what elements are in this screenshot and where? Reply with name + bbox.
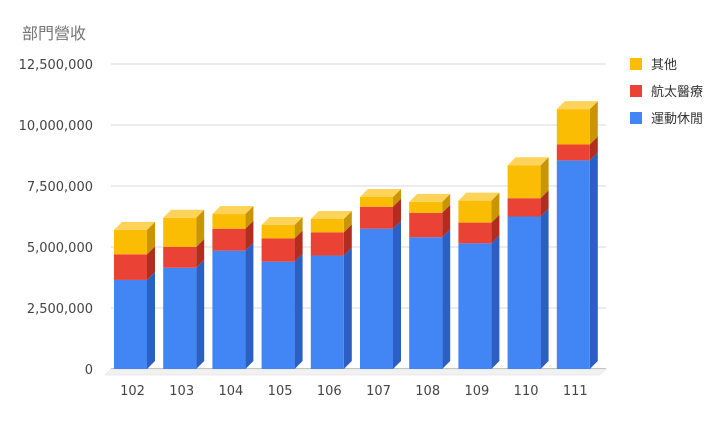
bar-102-series-2 (114, 229, 147, 255)
bar-top (261, 217, 303, 226)
bar-side (393, 198, 401, 229)
chart-title: 部門營收 (22, 24, 87, 43)
bar-107-series-2 (360, 196, 393, 207)
bar-side (393, 188, 401, 207)
bar-110-series-1 (507, 198, 541, 217)
bar-top (360, 188, 401, 197)
bar-side (343, 210, 352, 233)
x-tick-label: 104 (218, 384, 243, 399)
y-tick-label: 7,500,000 (27, 180, 93, 195)
bar-104-series-1 (212, 228, 246, 251)
legend-label: 航太醫療 (651, 84, 703, 100)
bar-top (163, 209, 205, 218)
bar-top (212, 206, 254, 215)
x-tick-label: 107 (366, 384, 391, 399)
bar-106-series-0 (310, 255, 344, 369)
bar-111-series-2 (556, 109, 590, 145)
x-tick-label: 111 (563, 384, 588, 399)
bar-109-series-0 (458, 243, 492, 369)
legend-label: 運動休閒 (651, 112, 703, 127)
legend-swatch (630, 85, 642, 97)
bar-side (393, 220, 401, 369)
bar-side (442, 204, 451, 238)
x-tick-label: 105 (268, 384, 293, 399)
x-tick-label: 103 (169, 384, 194, 399)
bar-105-series-2 (261, 225, 295, 239)
x-tick-label: 102 (120, 384, 145, 399)
bar-side (442, 193, 451, 213)
bar-111-series-1 (556, 144, 590, 161)
bar-side (491, 192, 500, 223)
y-tick-label: 0 (85, 363, 93, 378)
bar-top (310, 210, 352, 219)
bar-side (589, 136, 598, 161)
x-tick-label: 108 (415, 384, 440, 399)
bar-top (458, 192, 500, 201)
plot-floor (104, 368, 607, 376)
bar-side (540, 157, 549, 199)
bar-side (343, 247, 352, 369)
y-tick-label: 2,500,000 (27, 302, 93, 317)
bar-side (294, 217, 303, 239)
x-tick-label: 109 (464, 384, 489, 399)
bar-111-series-0 (556, 160, 590, 369)
bar-side (245, 242, 254, 369)
bar-side (294, 230, 303, 262)
bar-107-series-0 (360, 228, 393, 369)
bar-side (589, 152, 598, 369)
bar-102-series-0 (114, 279, 147, 369)
bar-side (442, 229, 451, 369)
bar-104-series-0 (212, 250, 246, 369)
bar-103-series-1 (163, 247, 197, 268)
legend-swatch (630, 112, 642, 124)
bar-side (147, 246, 155, 280)
bar-105-series-0 (261, 261, 295, 369)
bar-side (147, 221, 155, 255)
bar-104-series-2 (212, 214, 246, 229)
bar-side (245, 220, 254, 251)
bar-103-series-0 (163, 267, 197, 369)
legend-swatch (630, 58, 642, 70)
bar-side (589, 101, 598, 145)
bar-106-series-1 (310, 232, 344, 256)
bar-side (245, 206, 254, 229)
bar-side (491, 214, 500, 244)
x-tick-label: 106 (317, 384, 342, 399)
bar-105-series-1 (261, 238, 295, 262)
bar-side (294, 253, 303, 369)
bar-102-series-1 (114, 254, 147, 280)
bar-top (409, 193, 451, 202)
bar-108-series-0 (409, 237, 443, 369)
y-tick-label: 10,000,000 (19, 119, 93, 134)
bar-side (196, 259, 205, 369)
legend-label: 其他 (651, 58, 677, 73)
bar-top (507, 157, 549, 166)
bar-side (540, 208, 549, 369)
bar-side (196, 209, 205, 247)
bar-110-series-0 (507, 216, 541, 369)
bar-107-series-1 (360, 206, 393, 229)
bar-108-series-2 (409, 201, 443, 213)
bar-106-series-2 (310, 218, 344, 233)
bar-109-series-1 (458, 222, 492, 244)
y-tick-label: 12,500,000 (19, 58, 93, 73)
bar-side (343, 224, 352, 256)
bar-side (540, 190, 549, 217)
bar-110-series-2 (507, 165, 541, 199)
bar-109-series-2 (458, 200, 492, 223)
bar-side (147, 271, 155, 369)
bar-top (114, 221, 155, 230)
bar-side (196, 239, 205, 268)
x-tick-label: 110 (514, 384, 539, 399)
bar-103-series-2 (163, 217, 197, 247)
bar-top (556, 101, 598, 110)
y-tick-label: 5,000,000 (27, 241, 93, 256)
bar-side (491, 235, 500, 369)
bar-108-series-1 (409, 212, 443, 238)
